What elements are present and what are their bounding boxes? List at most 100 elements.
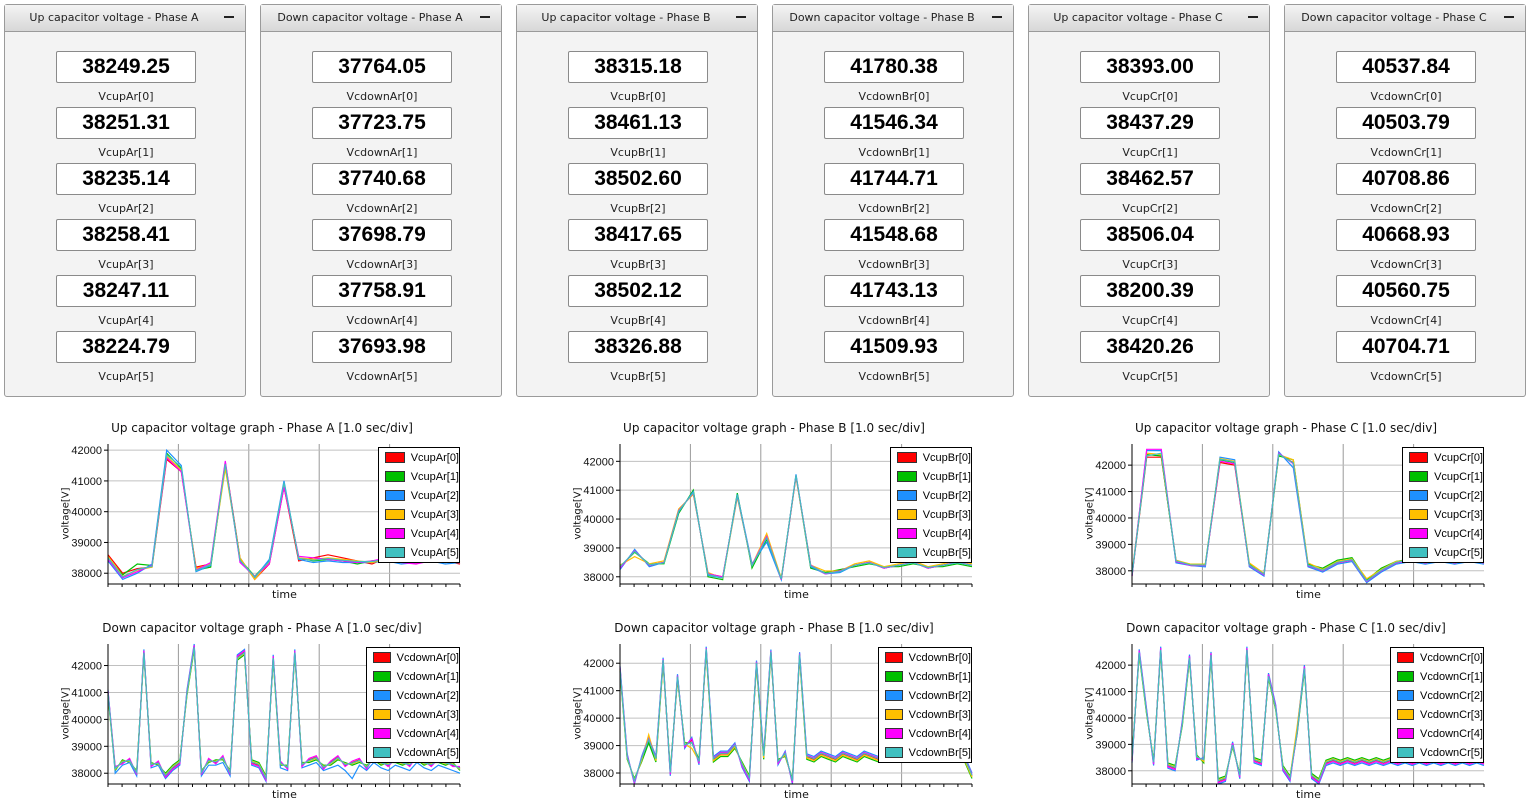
variable-label: VcupAr[3] [98, 258, 154, 271]
legend-item[interactable]: VcupCr[0] [1403, 448, 1483, 467]
y-tick-label: 40000 [1095, 513, 1126, 525]
graph-title: Up capacitor voltage graph - Phase C [1.… [1134, 421, 1438, 435]
legend-item[interactable]: VcdownCr[2] [1391, 686, 1483, 705]
legend-label: VcdownBr[3] [908, 708, 971, 721]
legend-label: VcdownCr[0] [1420, 651, 1483, 664]
legend-item[interactable]: VcdownBr[2] [879, 686, 971, 705]
value-cell: 38224.79 VcupAr[5] [56, 331, 196, 383]
legend-label: VcdownBr[0] [908, 651, 971, 664]
variable-label: VcupAr[0] [98, 90, 154, 103]
legend-item[interactable]: VcdownAr[5] [367, 743, 459, 762]
legend-swatch [1409, 471, 1429, 482]
x-axis-label: time [272, 788, 297, 801]
legend-item[interactable]: VcdownAr[2] [367, 686, 459, 705]
legend-swatch [1397, 747, 1415, 758]
legend-item[interactable]: VcdownAr[4] [367, 724, 459, 743]
y-tick-label: 38000 [583, 768, 614, 780]
legend-swatch [385, 452, 405, 463]
voltage-readout: 40704.71 [1336, 331, 1476, 363]
y-axis-label: voltage[V] [572, 687, 584, 740]
voltage-readout: 38315.18 [568, 51, 708, 83]
legend-item[interactable]: VcdownBr[5] [879, 743, 971, 762]
x-axis-label: time [784, 588, 809, 601]
legend-label: VcupCr[1] [1434, 470, 1483, 483]
legend-item[interactable]: VcupBr[4] [891, 524, 971, 543]
value-cell: 40560.75 VcdownCr[4] [1336, 275, 1476, 327]
y-tick-label: 39000 [583, 543, 614, 555]
legend: VcdownCr[0] VcdownCr[1] VcdownCr[2] VcdownC… [1390, 647, 1484, 763]
legend-item[interactable]: VcupAr[5] [379, 543, 459, 562]
legend-item[interactable]: VcupBr[0] [891, 448, 971, 467]
value-cell: 40708.86 VcdownCr[2] [1336, 163, 1476, 215]
voltage-readout: 37698.79 [312, 219, 452, 251]
legend-item[interactable]: VcupBr[2] [891, 486, 971, 505]
panel-title: Up capacitor voltage - Phase B [541, 11, 711, 24]
variable-label: VcdownCr[4] [1370, 314, 1442, 327]
value-cell: 38393.00 VcupCr[0] [1080, 51, 1220, 103]
legend-label: VcupAr[0] [410, 451, 459, 464]
plot-area: 38000 39000 40000 41000 42000 [71, 444, 461, 587]
legend-item[interactable]: VcdownBr[4] [879, 724, 971, 743]
legend-item[interactable]: VcupBr[5] [891, 543, 971, 562]
minimize-icon[interactable] [989, 8, 1005, 24]
voltage-readout: 38249.25 [56, 51, 196, 83]
minimize-icon[interactable] [221, 8, 237, 24]
legend-item[interactable]: VcdownAr[0] [367, 648, 459, 667]
variable-label: VcupCr[4] [1122, 314, 1178, 327]
minimize-icon[interactable] [1501, 8, 1517, 24]
legend: VcupAr[0] VcupAr[1] VcupAr[2] VcupAr[3] Vcup… [378, 447, 460, 563]
minimize-icon[interactable] [1245, 8, 1261, 24]
y-tick-label: 41000 [583, 485, 614, 497]
voltage-readout: 41743.13 [824, 275, 964, 307]
legend-swatch [373, 652, 391, 663]
legend-swatch [1397, 690, 1415, 701]
minimize-icon[interactable] [477, 8, 493, 24]
legend-item[interactable]: VcupAr[2] [379, 486, 459, 505]
legend-label: VcdownAr[1] [396, 670, 459, 683]
variable-label: VcdownCr[1] [1370, 146, 1442, 159]
y-tick-label: 40000 [583, 514, 614, 526]
y-tick-label: 38000 [71, 768, 102, 780]
y-tick-label: 42000 [71, 445, 102, 457]
legend-item[interactable]: VcupBr[1] [891, 467, 971, 486]
legend-item[interactable]: VcupCr[5] [1403, 543, 1483, 562]
legend-item[interactable]: VcupCr[4] [1403, 524, 1483, 543]
variable-label: VcdownCr[5] [1370, 370, 1442, 383]
minimize-icon[interactable] [733, 8, 749, 24]
voltage-readout: 38247.11 [56, 275, 196, 307]
legend-item[interactable]: VcupAr[0] [379, 448, 459, 467]
y-tick-label: 39000 [583, 741, 614, 753]
legend-swatch [1409, 490, 1429, 501]
variable-label: VcdownAr[0] [346, 90, 418, 103]
voltage-readout: 41546.34 [824, 107, 964, 139]
legend-item[interactable]: VcdownCr[3] [1391, 705, 1483, 724]
legend-item[interactable]: VcdownCr[5] [1391, 743, 1483, 762]
voltage-readout: 38393.00 [1080, 51, 1220, 83]
legend-item[interactable]: VcdownCr[1] [1391, 667, 1483, 686]
legend-item[interactable]: VcupCr[3] [1403, 505, 1483, 524]
legend: VcdownAr[0] VcdownAr[1] VcdownAr[2] VcdownA… [366, 647, 460, 763]
legend-label: VcdownAr[4] [396, 727, 459, 740]
legend-item[interactable]: VcupBr[3] [891, 505, 971, 524]
legend-item[interactable]: VcdownCr[4] [1391, 724, 1483, 743]
legend-item[interactable]: VcdownBr[1] [879, 667, 971, 686]
legend-item[interactable]: VcdownAr[3] [367, 705, 459, 724]
legend-item[interactable]: VcupCr[2] [1403, 486, 1483, 505]
legend-item[interactable]: VcdownAr[1] [367, 667, 459, 686]
panel-header: Down capacitor voltage - Phase C [1285, 5, 1525, 32]
voltage-readout: 38437.29 [1080, 107, 1220, 139]
legend-item[interactable]: VcupAr[1] [379, 467, 459, 486]
panel-header: Up capacitor voltage - Phase B [517, 5, 757, 32]
legend-item[interactable]: VcupCr[1] [1403, 467, 1483, 486]
variable-label: VcupCr[3] [1122, 258, 1178, 271]
legend-item[interactable]: VcupAr[4] [379, 524, 459, 543]
legend-item[interactable]: VcdownBr[0] [879, 648, 971, 667]
legend-swatch [1409, 452, 1429, 463]
legend-item[interactable]: VcdownCr[0] [1391, 648, 1483, 667]
legend-item[interactable]: VcupAr[3] [379, 505, 459, 524]
legend-swatch [385, 471, 405, 482]
variable-label: VcdownAr[3] [346, 258, 418, 271]
legend-item[interactable]: VcdownBr[3] [879, 705, 971, 724]
voltage-readout: 38506.04 [1080, 219, 1220, 251]
variable-label: VcupBr[2] [610, 202, 666, 215]
